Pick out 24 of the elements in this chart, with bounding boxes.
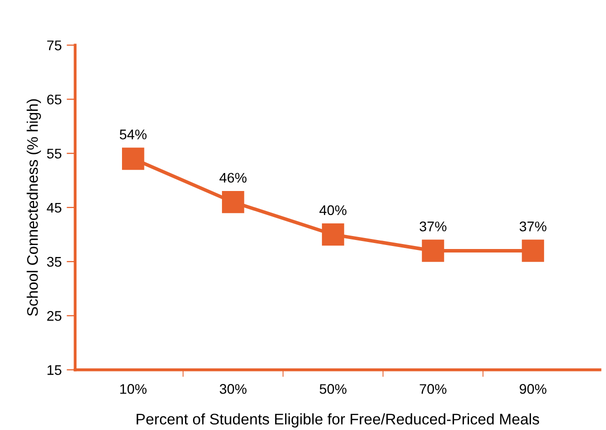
point [222, 190, 244, 214]
y-tick-label: 65 [47, 94, 62, 104]
point [322, 223, 344, 246]
x-tick-label: 50% [320, 384, 346, 394]
x-tick-label: 10% [120, 384, 147, 394]
y-tick-label: 55 [47, 148, 62, 159]
point [122, 148, 144, 170]
y-tick-label: 25 [47, 311, 62, 321]
point [522, 240, 544, 262]
x-tick-label: 30% [220, 384, 246, 394]
data-label: 54% [120, 130, 147, 140]
data-label: 40% [319, 205, 346, 216]
y-tick-label: 75 [47, 40, 62, 50]
y-tick-label: 35 [47, 256, 62, 267]
x-tick-label: 70% [420, 384, 446, 394]
y-axis-title: School Connectedness (% high) [26, 99, 41, 316]
data-label: 37% [420, 222, 446, 232]
x-tick-label: 90% [520, 384, 546, 394]
y-tick-label: 15 [48, 365, 62, 375]
point [422, 240, 444, 262]
data-label: 37% [520, 222, 546, 232]
x-axis-title: Percent of Students Eligible for Free/Reduced-Priced Meals [136, 413, 540, 428]
y-tick-label: 45 [46, 202, 62, 213]
data-label: 46% [220, 172, 246, 183]
